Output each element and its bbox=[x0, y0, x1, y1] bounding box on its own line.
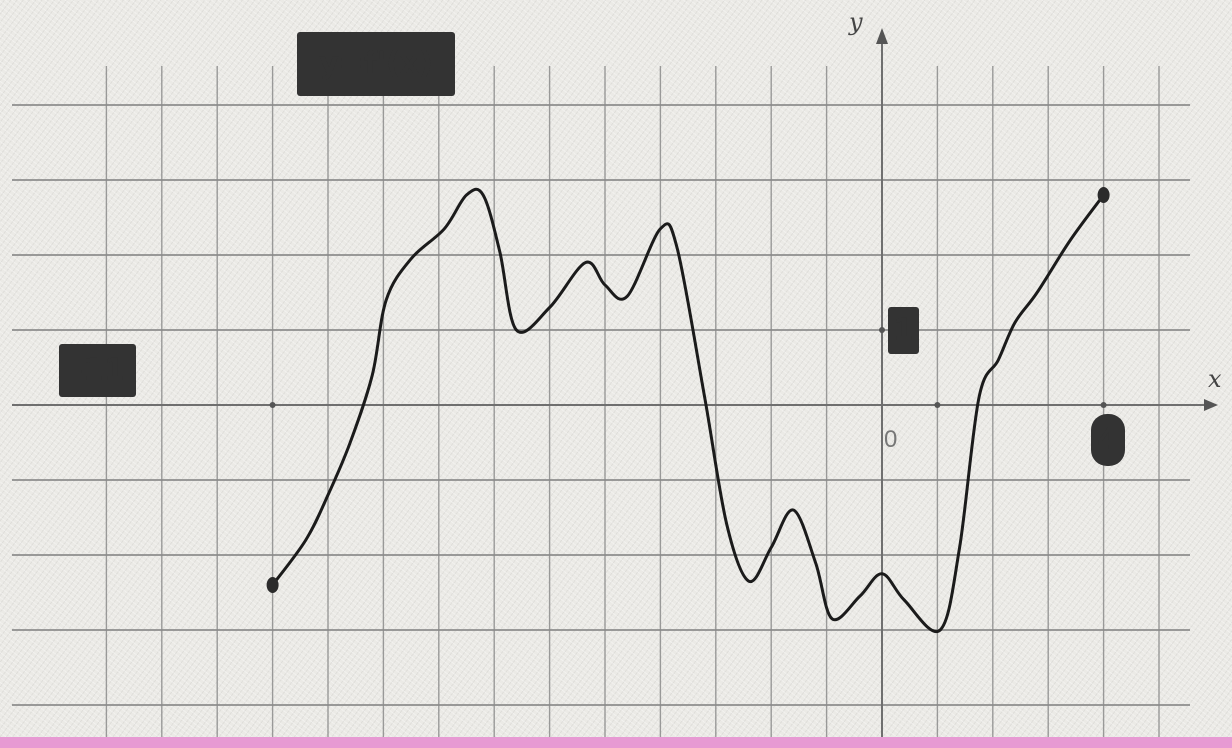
x-axis-arrow-icon bbox=[1204, 399, 1218, 411]
x-tick-label-right: 4 bbox=[1091, 414, 1125, 466]
y-axis-label: y bbox=[849, 8, 863, 36]
x-axis-label: x bbox=[1208, 365, 1222, 393]
curve-endpoint bbox=[266, 577, 279, 593]
y-axis-arrow-icon bbox=[876, 28, 888, 44]
bottom-highlight-band bbox=[0, 737, 1232, 748]
curve-endpoint bbox=[1097, 187, 1110, 203]
x-tick-label-left: -11 bbox=[59, 344, 136, 397]
y-tick-label: 1 bbox=[888, 307, 919, 354]
origin-label: 0 bbox=[884, 426, 898, 453]
y-tick-mark bbox=[879, 327, 885, 333]
x-tick-mark bbox=[934, 402, 941, 408]
axes bbox=[12, 28, 1218, 744]
x-tick-mark bbox=[269, 402, 276, 408]
chart-title: y=f'(x) bbox=[297, 32, 455, 96]
graph-curve bbox=[271, 187, 1106, 634]
curve-layer bbox=[266, 187, 1110, 634]
x-tick-mark bbox=[1100, 402, 1107, 408]
